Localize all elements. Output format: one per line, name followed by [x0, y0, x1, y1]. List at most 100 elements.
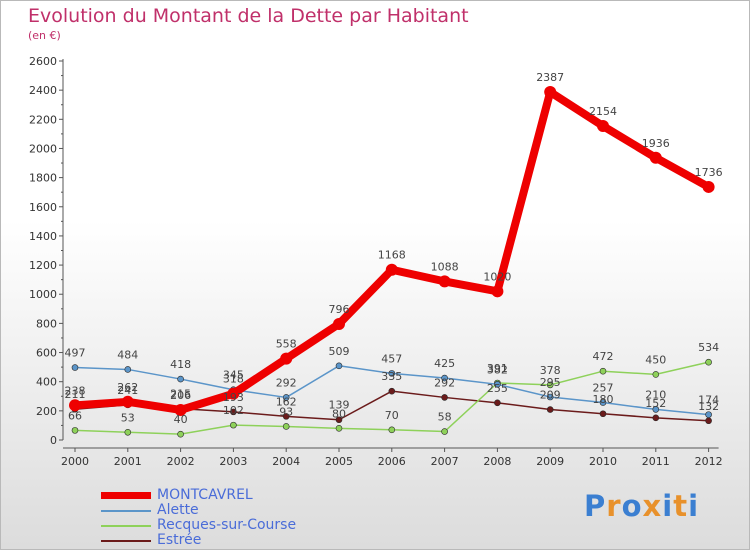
x-tick-label: 2003 [219, 455, 247, 468]
series-point [546, 406, 554, 413]
data-label: 2387 [536, 71, 564, 84]
data-label: 193 [223, 391, 244, 404]
data-label: 450 [645, 353, 666, 366]
series-point [441, 394, 448, 401]
data-label: 418 [170, 358, 191, 371]
chart-series-lines [69, 86, 715, 438]
data-label: 497 [65, 347, 86, 360]
series-point [652, 371, 660, 378]
data-label: 174 [698, 394, 719, 407]
y-tick-label: 1600 [29, 201, 57, 214]
series-point [282, 413, 290, 420]
x-tick-label: 2005 [325, 455, 353, 468]
series-point [652, 414, 660, 422]
data-label: 241 [117, 384, 138, 397]
series-point [230, 421, 237, 429]
chart-data-labels: 238 262 206 318 558 796 1168 1088 1020 2387 2154 19… [65, 71, 723, 426]
data-label: 378 [540, 364, 561, 377]
data-label: 318 [223, 373, 244, 386]
data-label: 796 [329, 303, 350, 316]
series-point [599, 410, 607, 418]
data-label: 211 [65, 388, 86, 401]
data-label: 80 [332, 407, 346, 420]
data-label: 534 [698, 341, 719, 354]
data-label: 391 [487, 362, 508, 375]
series-point [388, 426, 396, 434]
data-label: 102 [223, 404, 244, 417]
data-label: 1168 [378, 249, 406, 262]
data-label: 484 [117, 348, 138, 361]
data-label: 558 [276, 338, 297, 351]
logo-letter: i [662, 489, 674, 523]
series-point [491, 285, 504, 298]
chart-axes: 0 200 400 600 800 1000 1200 1400 1600 1800 2000 220… [29, 55, 723, 468]
y-tick-label: 400 [36, 376, 57, 389]
legend-label: Recques-sur-Course [157, 517, 297, 533]
y-tick-label: 2400 [29, 84, 57, 97]
x-tick-label: 2000 [61, 455, 89, 468]
data-label: 425 [434, 357, 455, 370]
data-label: 472 [593, 350, 614, 363]
data-label: 40 [174, 413, 188, 426]
series-point [705, 411, 712, 418]
data-label: 58 [438, 411, 452, 424]
x-tick-label: 2009 [536, 455, 564, 468]
series-point [124, 366, 132, 373]
x-tick-label: 2007 [431, 455, 459, 468]
series-point [599, 367, 607, 375]
data-label: 292 [434, 376, 455, 389]
series-point [177, 375, 184, 383]
series-point [385, 263, 398, 276]
series-point [177, 430, 184, 438]
series-point [335, 416, 343, 424]
legend-swatch [101, 492, 151, 499]
x-tick-label: 2008 [483, 455, 511, 468]
y-tick-label: 1000 [29, 288, 57, 301]
data-label: 139 [329, 399, 350, 412]
data-label: 262 [117, 381, 138, 394]
logo-letter: r [606, 489, 622, 523]
x-tick-label: 2006 [378, 455, 406, 468]
series-point [124, 428, 132, 436]
series-point [599, 399, 607, 406]
series-point [335, 425, 343, 432]
series-point [544, 86, 557, 99]
y-tick-label: 200 [36, 405, 57, 418]
series-point [121, 395, 134, 408]
data-label: 66 [68, 409, 82, 422]
series-point [438, 275, 451, 288]
y-tick-label: 2200 [29, 113, 57, 126]
series-point [702, 180, 715, 193]
logo-letter: x [642, 489, 663, 523]
data-label: 255 [487, 382, 508, 395]
legend-swatch [101, 540, 151, 542]
x-tick-label: 2002 [167, 455, 195, 468]
data-label: 1936 [642, 137, 670, 150]
proxiti-logo: Proxiti [584, 489, 699, 523]
data-label: 180 [593, 393, 614, 406]
series-point [546, 393, 554, 401]
legend-swatch [101, 525, 151, 527]
series-point [335, 362, 343, 370]
data-label: 210 [645, 388, 666, 401]
series-point [227, 387, 240, 400]
data-label: 335 [381, 370, 402, 383]
x-tick-label: 2010 [589, 455, 617, 468]
logo-letter: t [673, 489, 689, 523]
series-point [71, 427, 79, 434]
y-tick-label: 600 [36, 347, 57, 360]
data-label: 457 [381, 352, 402, 365]
y-tick-label: 1200 [29, 259, 57, 272]
series-point [705, 417, 712, 425]
series-point [705, 358, 712, 366]
legend-swatch [101, 510, 151, 512]
data-label: 93 [279, 405, 293, 418]
y-tick-label: 1400 [29, 230, 57, 243]
y-tick-label: 800 [36, 317, 57, 330]
y-tick-label: 2000 [29, 142, 57, 155]
data-label: 206 [170, 389, 191, 402]
data-label: 1020 [483, 270, 511, 283]
series-point [282, 423, 290, 430]
